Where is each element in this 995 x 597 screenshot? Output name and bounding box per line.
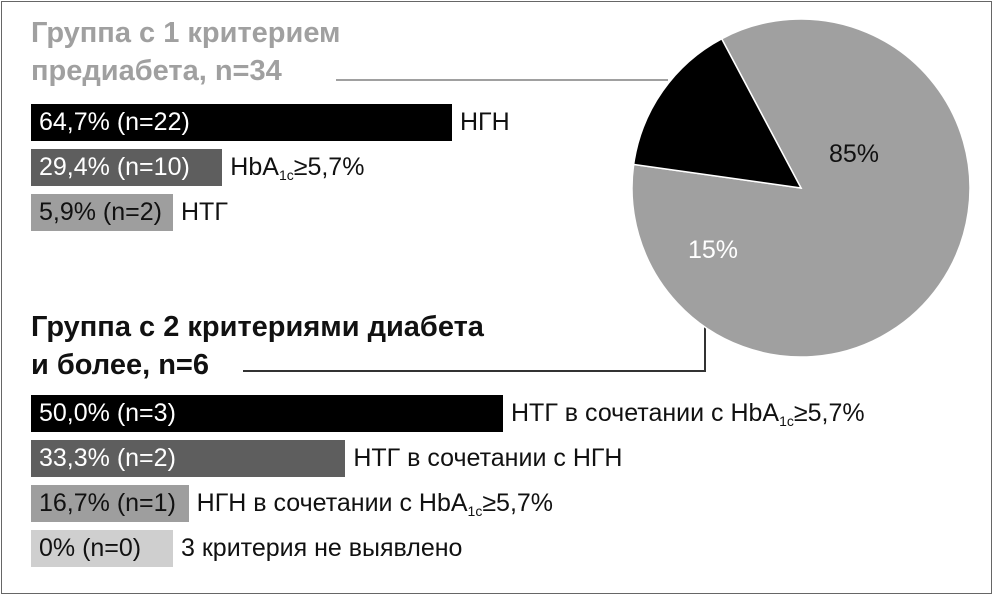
category-subscript: 1c (779, 413, 794, 429)
bar-value-label: 29,4% (n=10) (39, 153, 190, 181)
category-text: НГН в сочетании с HbA (196, 489, 468, 517)
bar-g2-2: 33,3% (n=2) (31, 440, 346, 477)
bar-category-label: НТГ в сочетании с HbA1c≥5,7% (511, 395, 865, 432)
bar-g1-3: 5,9% (n=2) (31, 194, 173, 231)
bar-g1-1: 64,7% (n=22) (31, 104, 452, 141)
connector-lines (243, 79, 706, 372)
pie: 85% 15% (631, 18, 971, 358)
bar-value-label: 64,7% (n=22) (39, 108, 190, 136)
bar-value-label: 33,3% (n=2) (39, 444, 176, 472)
category-tail: ≥5,7% (293, 153, 365, 181)
group-2-heading: Группа с 2 критериями диабета и более, n… (31, 308, 484, 384)
bar-g2-3: 16,7% (n=1) (31, 485, 189, 522)
bar-value-label: 16,7% (n=1) (39, 489, 176, 517)
bar-category-label: НГН в сочетании с HbA1c≥5,7% (197, 485, 553, 522)
pie-slice-label-2: 15% (688, 236, 738, 264)
pie-slice-label-1: 85% (829, 140, 879, 168)
connector-line-group-2 (243, 320, 706, 372)
group-2-heading-line-2: и более, n=6 (31, 349, 209, 381)
category-tail: ≥5,7% (793, 399, 865, 427)
bar-category-label: HbA1c≥5,7% (230, 149, 364, 186)
bar-value-label: 0% (n=0) (39, 534, 142, 562)
bar-category-label: НТГ в сочетании с НГН (353, 440, 622, 477)
group-1-heading-line-1: Группа с 1 критерием (31, 17, 341, 49)
category-text: НГН (460, 108, 510, 136)
group-1-heading-line-2: предиабета, n=34 (31, 55, 282, 87)
category-text: HbA (230, 153, 279, 181)
category-text: 3 критерия не выявлено (181, 534, 463, 562)
category-subscript: 1c (467, 503, 483, 519)
group-2-heading-line-1: Группа с 2 критериями диабета (31, 311, 484, 343)
category-tail: ≥5,7% (482, 489, 554, 517)
bar-category-label: НГН (460, 104, 510, 141)
bar-g1-2: 29,4% (n=10) (31, 149, 223, 186)
bar-g2-4: 0% (n=0) (31, 530, 173, 567)
bar-category-label: 3 критерия не выявлено (181, 530, 462, 567)
category-text: НТГ в сочетании с HbA (511, 399, 780, 427)
pie-slice-2 (632, 37, 803, 189)
bar-value-label: 50,0% (n=3) (39, 399, 176, 427)
group-1-heading: Группа с 1 критерием предиабета, n=34 (31, 14, 341, 90)
category-subscript: 1c (278, 167, 294, 183)
category-text: НТГ (181, 198, 228, 226)
bar-category-label: НТГ (181, 194, 228, 231)
bar-value-label: 5,9% (n=2) (39, 198, 162, 226)
category-text: НТГ в сочетании с НГН (353, 444, 623, 472)
bar-g2-1: 50,0% (n=3) (31, 395, 503, 432)
